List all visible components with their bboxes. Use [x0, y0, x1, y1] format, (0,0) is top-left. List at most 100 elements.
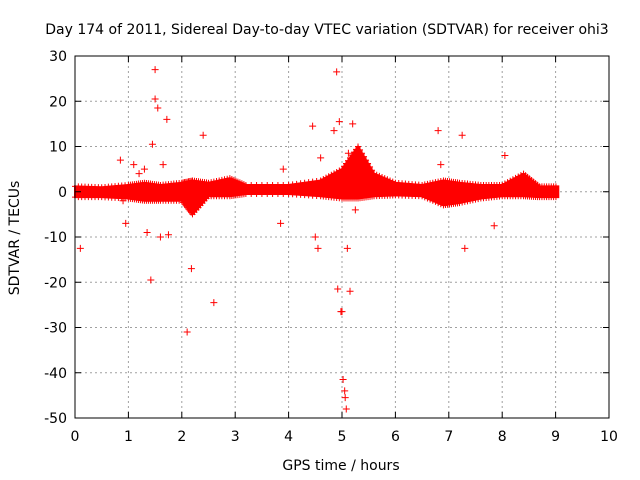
x-tick-label: 4 — [284, 429, 293, 445]
data-point — [334, 285, 342, 293]
data-point — [314, 244, 322, 252]
series-points — [76, 66, 509, 413]
band-marker — [469, 197, 476, 204]
data-point — [351, 206, 359, 214]
band-marker — [264, 191, 271, 198]
band-marker — [376, 172, 383, 179]
data-point — [335, 118, 343, 126]
band-marker — [371, 170, 378, 177]
data-point — [434, 127, 442, 135]
data-point — [309, 122, 317, 130]
data-point — [349, 120, 357, 128]
y-tick-label: -40 — [44, 366, 67, 382]
data-point — [164, 231, 172, 239]
x-tick-label: 1 — [124, 429, 133, 445]
band-marker — [333, 168, 340, 175]
y-tick-label: 0 — [58, 185, 67, 201]
band-marker — [359, 150, 366, 157]
x-tick-label: 3 — [231, 429, 240, 445]
band-marker — [258, 181, 265, 188]
band-marker — [459, 199, 466, 206]
band-marker — [384, 176, 391, 183]
data-point — [156, 233, 164, 241]
band-marker — [293, 180, 300, 187]
band-marker — [507, 177, 514, 184]
band-marker — [504, 179, 511, 186]
x-tick-label: 2 — [177, 429, 186, 445]
band-marker — [336, 167, 343, 174]
band-marker — [242, 191, 249, 198]
y-tick-label: 20 — [49, 94, 67, 110]
band-marker — [301, 179, 308, 186]
data-point — [277, 219, 285, 227]
x-tick-label: 8 — [498, 429, 507, 445]
band-marker — [435, 200, 442, 207]
data-point — [122, 219, 130, 227]
x-tick-label: 0 — [71, 429, 80, 445]
y-tick-label: -20 — [44, 275, 67, 291]
band-marker — [285, 181, 292, 188]
y-tick-label: 10 — [49, 140, 67, 156]
data-point — [130, 161, 138, 169]
band-marker — [355, 143, 362, 150]
band-marker — [317, 177, 324, 184]
data-point — [148, 140, 156, 148]
band-marker — [357, 146, 364, 153]
x-tick-label: 6 — [391, 429, 400, 445]
data-point — [330, 127, 338, 135]
y-tick-label: -50 — [44, 411, 67, 427]
band-marker — [461, 198, 468, 205]
data-point — [135, 170, 143, 178]
band-marker — [309, 178, 316, 185]
band-marker — [475, 196, 482, 203]
y-tick-label: -10 — [44, 230, 67, 246]
band-marker — [421, 194, 428, 201]
band-marker — [258, 191, 265, 198]
band-marker — [325, 173, 332, 180]
band-marker — [456, 200, 463, 207]
band-marker — [274, 181, 281, 188]
band-marker — [297, 180, 304, 187]
data-point — [151, 66, 159, 74]
data-point — [344, 149, 352, 157]
data-point — [458, 131, 466, 139]
band-marker — [429, 197, 436, 204]
data-point — [187, 265, 195, 273]
band-marker — [421, 181, 428, 188]
band-marker — [328, 171, 335, 178]
band-marker — [424, 195, 431, 202]
band-marker — [280, 191, 287, 198]
data-point — [147, 276, 155, 284]
band-marker — [515, 173, 522, 180]
band-marker — [218, 176, 225, 183]
data-point — [199, 131, 207, 139]
band-marker — [313, 178, 320, 185]
band-marker — [269, 181, 276, 188]
ticks: 0 1 2 3 4 5 6 7 8 9 10 -50 -40 -30 -20 -10 0 10 20 30 — [44, 49, 618, 445]
data-point — [119, 197, 127, 205]
data-point — [76, 244, 84, 252]
band-marker — [379, 174, 386, 181]
band-marker — [253, 181, 260, 188]
band-marker — [499, 181, 506, 188]
band-marker — [280, 181, 287, 188]
band-marker — [509, 176, 516, 183]
x-tick-label: 10 — [600, 429, 618, 445]
data-point — [461, 244, 469, 252]
data-point — [210, 299, 218, 307]
band-marker — [427, 196, 434, 203]
band-marker — [248, 181, 255, 188]
data-point — [116, 156, 124, 164]
data-point — [341, 387, 349, 395]
band-marker — [248, 191, 255, 198]
data-point — [159, 161, 167, 169]
band-marker — [387, 177, 394, 184]
band-marker — [464, 198, 471, 205]
band-marker — [389, 178, 396, 185]
band-marker — [242, 181, 249, 188]
data-point — [501, 152, 509, 160]
band-marker — [365, 160, 372, 167]
band-marker — [363, 157, 370, 164]
band-marker — [208, 179, 215, 186]
